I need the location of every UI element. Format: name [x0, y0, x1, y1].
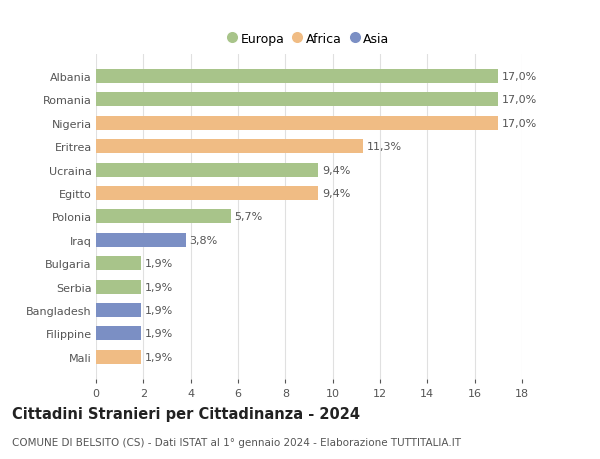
- Text: 9,4%: 9,4%: [322, 165, 350, 175]
- Bar: [96, 210, 231, 224]
- Bar: [96, 93, 499, 107]
- Bar: [96, 303, 141, 317]
- Bar: [96, 327, 141, 341]
- Text: 3,8%: 3,8%: [190, 235, 218, 245]
- Bar: [96, 280, 141, 294]
- Text: 11,3%: 11,3%: [367, 142, 402, 152]
- Text: 1,9%: 1,9%: [145, 282, 173, 292]
- Text: 1,9%: 1,9%: [145, 305, 173, 315]
- Text: COMUNE DI BELSITO (CS) - Dati ISTAT al 1° gennaio 2024 - Elaborazione TUTTITALIA: COMUNE DI BELSITO (CS) - Dati ISTAT al 1…: [12, 437, 461, 447]
- Text: 1,9%: 1,9%: [145, 258, 173, 269]
- Text: Cittadini Stranieri per Cittadinanza - 2024: Cittadini Stranieri per Cittadinanza - 2…: [12, 406, 360, 421]
- Bar: [96, 140, 364, 154]
- Text: 5,7%: 5,7%: [235, 212, 263, 222]
- Text: 17,0%: 17,0%: [502, 118, 537, 129]
- Text: 17,0%: 17,0%: [502, 95, 537, 105]
- Bar: [96, 163, 319, 177]
- Bar: [96, 233, 186, 247]
- Text: 9,4%: 9,4%: [322, 189, 350, 199]
- Legend: Europa, Africa, Asia: Europa, Africa, Asia: [226, 29, 392, 50]
- Text: 1,9%: 1,9%: [145, 329, 173, 339]
- Bar: [96, 117, 499, 130]
- Bar: [96, 70, 499, 84]
- Bar: [96, 186, 319, 201]
- Bar: [96, 350, 141, 364]
- Text: 17,0%: 17,0%: [502, 72, 537, 82]
- Bar: [96, 257, 141, 270]
- Text: 1,9%: 1,9%: [145, 352, 173, 362]
